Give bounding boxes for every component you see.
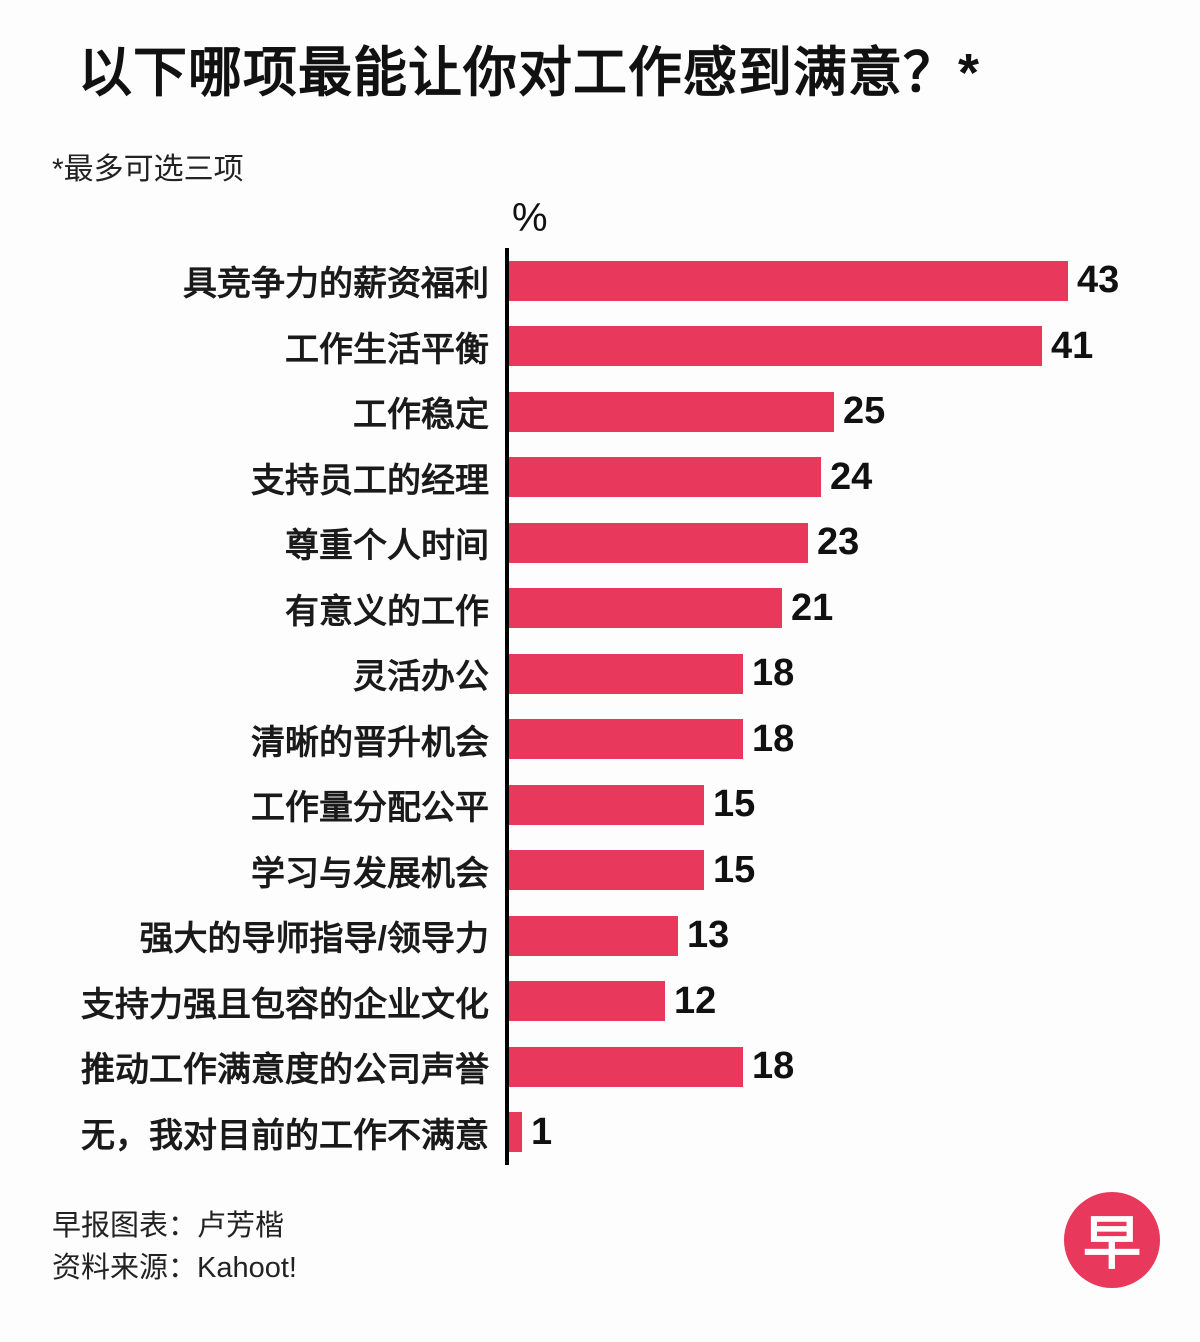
- bar: [509, 653, 743, 694]
- value-label: 15: [713, 848, 756, 891]
- bar: [509, 915, 678, 956]
- value-label: 41: [1051, 324, 1094, 367]
- value-label: 15: [713, 783, 756, 826]
- bar: [509, 1046, 743, 1087]
- category-label: 无，我对目前的工作不满意: [81, 1116, 489, 1155]
- category-label: 有意义的工作: [285, 592, 489, 631]
- bar-row: 有意义的工作 21: [0, 575, 1200, 641]
- bar: [509, 391, 834, 432]
- bar-row: 尊重个人时间 23: [0, 510, 1200, 576]
- value-label: 43: [1077, 259, 1120, 302]
- value-label: 21: [791, 586, 834, 629]
- axis-unit-label: %: [512, 196, 548, 240]
- bar-row: 推动工作满意度的公司声誉 18: [0, 1034, 1200, 1100]
- bar: [509, 588, 782, 629]
- bar-row: 灵活办公 18: [0, 641, 1200, 707]
- bar-chart: 具竞争力的薪资福利 43 工作生活平衡 41 工作稳定 25 支持员工的经理 24 尊重个人时间…: [0, 248, 1200, 1165]
- chart-footnote: *最多可选三项: [52, 153, 244, 187]
- bar-track: 13: [505, 903, 1200, 969]
- category-label: 工作稳定: [353, 396, 489, 435]
- bar: [509, 457, 821, 498]
- bar-row: 支持力强且包容的企业文化 12: [0, 968, 1200, 1034]
- bar-track: 24: [505, 444, 1200, 510]
- bar-row: 工作量分配公平 15: [0, 772, 1200, 838]
- chart-footer: 早报图表：卢芳楷 资料来源：Kahoot!: [52, 1205, 297, 1289]
- value-label: 1: [531, 1110, 553, 1153]
- chart-title: 以下哪项最能让你对工作感到满意？*: [78, 43, 981, 103]
- bar: [509, 719, 743, 760]
- zaobao-logo-glyph: 早: [1082, 1211, 1141, 1276]
- bar: [509, 784, 704, 825]
- bar-track: 15: [505, 837, 1200, 903]
- zaobao-logo: 早: [1064, 1192, 1160, 1288]
- bar-row: 具竞争力的薪资福利 43: [0, 248, 1200, 314]
- bar-track: 18: [505, 1034, 1200, 1100]
- bar: [509, 522, 808, 563]
- category-label: 支持员工的经理: [251, 461, 489, 500]
- category-label: 灵活办公: [353, 658, 489, 697]
- bar-track: 25: [505, 379, 1200, 445]
- footer-credit: 早报图表：卢芳楷: [52, 1210, 285, 1242]
- bar-row: 学习与发展机会 15: [0, 837, 1200, 903]
- value-label: 18: [752, 717, 795, 760]
- bar: [509, 981, 665, 1022]
- category-label: 清晰的晋升机会: [251, 723, 489, 762]
- bar-row: 工作生活平衡 41: [0, 313, 1200, 379]
- bar-track: 12: [505, 968, 1200, 1034]
- category-label: 工作量分配公平: [251, 789, 489, 828]
- bar-track: 23: [505, 510, 1200, 576]
- bar: [509, 1112, 522, 1153]
- category-label: 推动工作满意度的公司声誉: [81, 1051, 489, 1090]
- value-label: 24: [830, 455, 873, 498]
- category-label: 强大的导师指导/领导力: [139, 920, 489, 959]
- bar-row: 工作稳定 25: [0, 379, 1200, 445]
- value-label: 18: [752, 652, 795, 695]
- category-label: 具竞争力的薪资福利: [183, 265, 489, 304]
- bar-track: 41: [505, 313, 1200, 379]
- footer-source: 资料来源：Kahoot!: [52, 1252, 297, 1285]
- bar-track: 43: [505, 248, 1200, 314]
- bar-track: 21: [505, 575, 1200, 641]
- category-label: 工作生活平衡: [285, 330, 489, 369]
- bar-track: 18: [505, 641, 1200, 707]
- value-label: 13: [687, 914, 730, 957]
- bar-track: 18: [505, 706, 1200, 772]
- bar: [509, 850, 704, 891]
- bar: [509, 326, 1042, 367]
- value-label: 18: [752, 1045, 795, 1088]
- category-label: 支持力强且包容的企业文化: [81, 985, 489, 1024]
- bar-row: 支持员工的经理 24: [0, 444, 1200, 510]
- bar-row: 清晰的晋升机会 18: [0, 706, 1200, 772]
- bar: [509, 260, 1068, 301]
- bar-row: 无，我对目前的工作不满意 1: [0, 1099, 1200, 1165]
- bar-rows: 具竞争力的薪资福利 43 工作生活平衡 41 工作稳定 25 支持员工的经理 24 尊重个人时间…: [0, 248, 1200, 1165]
- category-label: 学习与发展机会: [251, 854, 489, 893]
- value-label: 23: [817, 521, 860, 564]
- value-label: 12: [674, 979, 717, 1022]
- bar-row: 强大的导师指导/领导力 13: [0, 903, 1200, 969]
- bar-track: 1: [505, 1099, 1200, 1165]
- bar-track: 15: [505, 772, 1200, 838]
- value-label: 25: [843, 390, 886, 433]
- category-label: 尊重个人时间: [285, 527, 489, 566]
